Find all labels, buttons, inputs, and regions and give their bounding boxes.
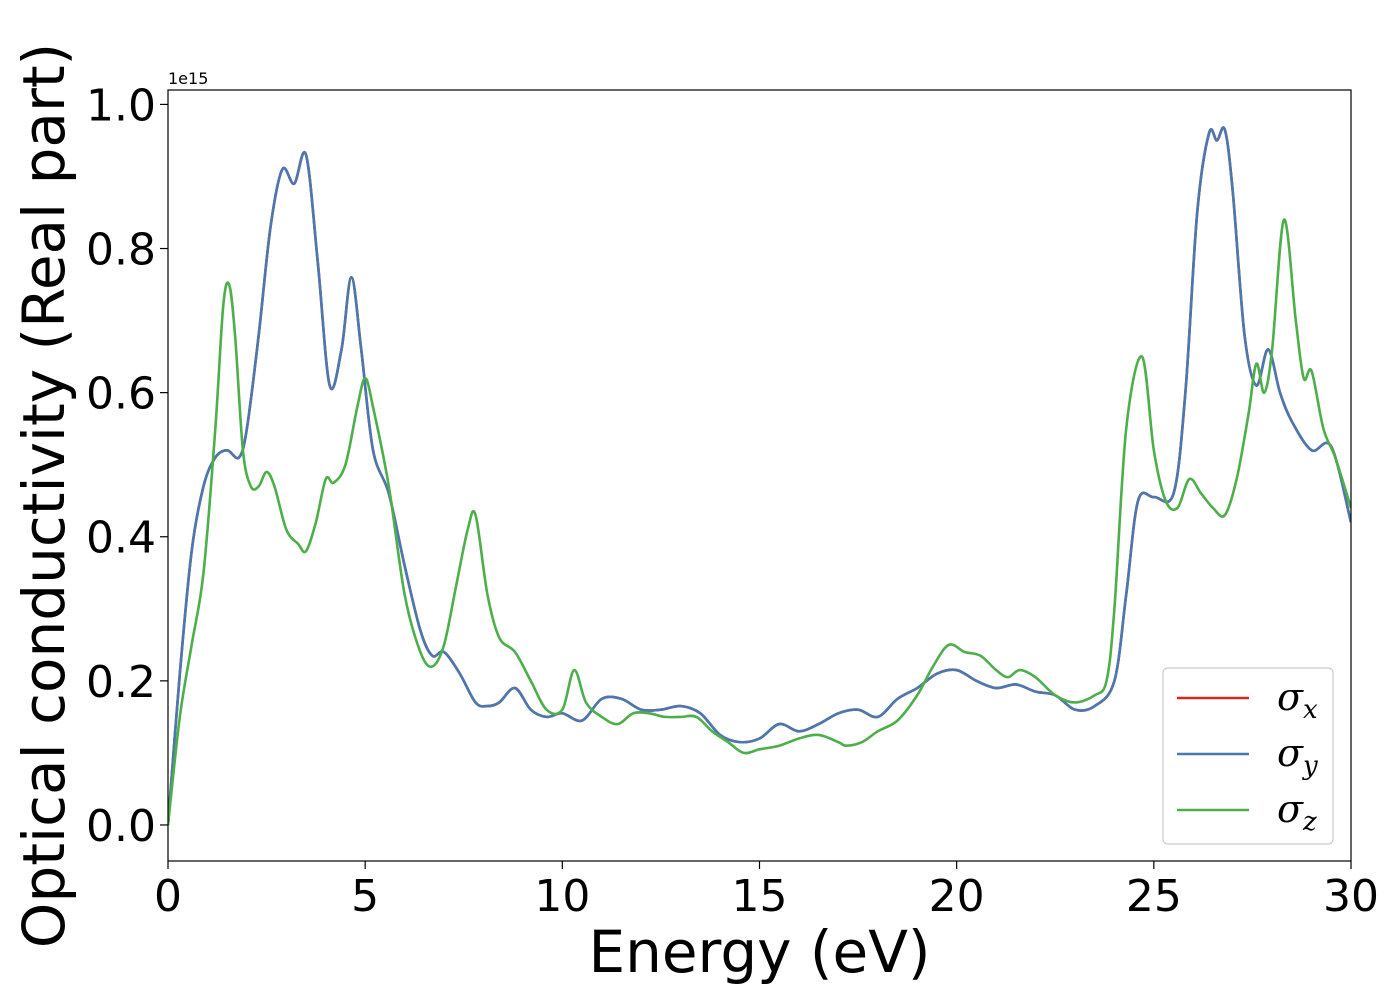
x-tick-label: 15	[732, 871, 788, 922]
y-axis-title: Optical conductivity (Real part)	[10, 43, 78, 948]
legend-label-sigma-y: σy	[1277, 731, 1318, 781]
x-axis-title: Energy (eV)	[588, 918, 930, 986]
legend-box	[1162, 667, 1334, 845]
x-tick-label: 20	[929, 871, 985, 922]
x-tick-label: 5	[351, 871, 379, 922]
x-tick-label: 30	[1323, 871, 1379, 922]
y-tick-label: 0.4	[86, 513, 156, 564]
y-axis-offset-label: 1e15	[168, 69, 208, 88]
series-line-sigma-z	[168, 218, 1351, 826]
x-axis-ticks: 0 5 10 15 20 25 30	[154, 861, 1379, 922]
x-tick-label: 10	[534, 871, 590, 922]
y-tick-label: 0.0	[86, 801, 156, 852]
series-line-sigma-y	[168, 126, 1351, 826]
legend-label-sigma-x: σx	[1277, 675, 1318, 725]
y-tick-label: 0.8	[86, 225, 156, 276]
x-tick-label: 0	[154, 871, 182, 922]
y-tick-label: 0.2	[86, 657, 156, 708]
y-tick-label: 1.0	[86, 80, 156, 131]
legend: σx σy σz	[1162, 667, 1334, 845]
plot-lines	[168, 126, 1351, 826]
y-tick-label: 0.6	[86, 369, 156, 420]
x-tick-label: 25	[1126, 871, 1182, 922]
legend-label-sigma-z: σz	[1277, 787, 1317, 837]
y-axis-ticks: 0.0 0.2 0.4 0.6 0.8 1.0	[86, 80, 168, 852]
